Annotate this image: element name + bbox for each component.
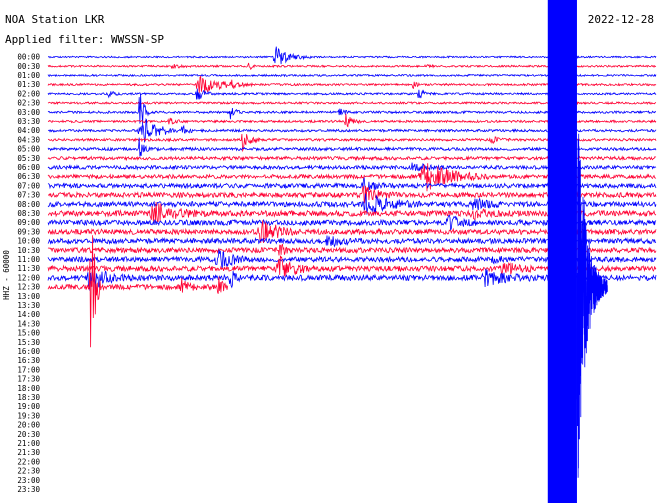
tick-label: 18:00 (17, 384, 40, 393)
tick-label: 04:00 (17, 126, 40, 135)
tick-label: 14:30 (17, 319, 40, 328)
tick-label: 18:30 (17, 393, 40, 402)
tick-label: 13:30 (17, 301, 40, 310)
tick-label: 02:30 (17, 99, 40, 108)
chart-title: NOA Station LKR (5, 13, 105, 26)
time-tick-labels: 00:0000:3001:0001:3002:0002:3003:0003:30… (17, 53, 40, 494)
tick-label: 12:30 (17, 283, 40, 292)
tick-label: 13:00 (17, 292, 40, 301)
tick-label: 15:00 (17, 329, 40, 338)
tick-label: 19:00 (17, 402, 40, 411)
tick-label: 16:30 (17, 356, 40, 365)
tick-label: 09:00 (17, 218, 40, 227)
chart-date: 2022-12-28 (588, 13, 654, 26)
tick-label: 12:00 (17, 273, 40, 282)
tick-label: 03:30 (17, 117, 40, 126)
tick-label: 16:00 (17, 347, 40, 356)
tick-label: 06:00 (17, 163, 40, 172)
tick-label: 01:00 (17, 71, 40, 80)
tick-label: 11:30 (17, 264, 40, 273)
tick-label: 08:00 (17, 200, 40, 209)
tick-label: 07:00 (17, 181, 40, 190)
tick-label: 17:30 (17, 375, 40, 384)
tick-label: 15:30 (17, 338, 40, 347)
large-event-coda (576, 133, 608, 478)
tick-label: 07:30 (17, 191, 40, 200)
large-event-band (547, 0, 577, 503)
tick-label: 19:30 (17, 411, 40, 420)
tick-label: 01:30 (17, 80, 40, 89)
trace-row (47, 235, 229, 348)
tick-label: 09:30 (17, 227, 40, 236)
tick-label: 17:00 (17, 365, 40, 374)
trace-group (47, 0, 657, 503)
tick-label: 10:00 (17, 237, 40, 246)
tick-label: 14:00 (17, 310, 40, 319)
tick-label: 05:00 (17, 145, 40, 154)
tick-label: 08:30 (17, 209, 40, 218)
tick-label: 06:30 (17, 172, 40, 181)
tick-label: 22:30 (17, 467, 40, 476)
tick-label: 10:30 (17, 246, 40, 255)
y-axis-label: HHZ - 60000 (2, 250, 11, 300)
tick-label: 04:30 (17, 135, 40, 144)
chart-subtitle: Applied filter: WWSSN-SP (5, 33, 164, 46)
tick-label: 20:30 (17, 430, 40, 439)
tick-label: 21:00 (17, 439, 40, 448)
tick-label: 20:00 (17, 421, 40, 430)
tick-label: 02:00 (17, 89, 40, 98)
tick-label: 05:30 (17, 154, 40, 163)
tick-label: 00:30 (17, 62, 40, 71)
tick-label: 00:00 (17, 53, 40, 62)
tick-label: 22:00 (17, 457, 40, 466)
tick-label: 21:30 (17, 448, 40, 457)
tick-label: 23:00 (17, 476, 40, 485)
tick-label: 23:30 (17, 485, 40, 494)
tick-label: 03:00 (17, 108, 40, 117)
tick-label: 11:00 (17, 255, 40, 264)
